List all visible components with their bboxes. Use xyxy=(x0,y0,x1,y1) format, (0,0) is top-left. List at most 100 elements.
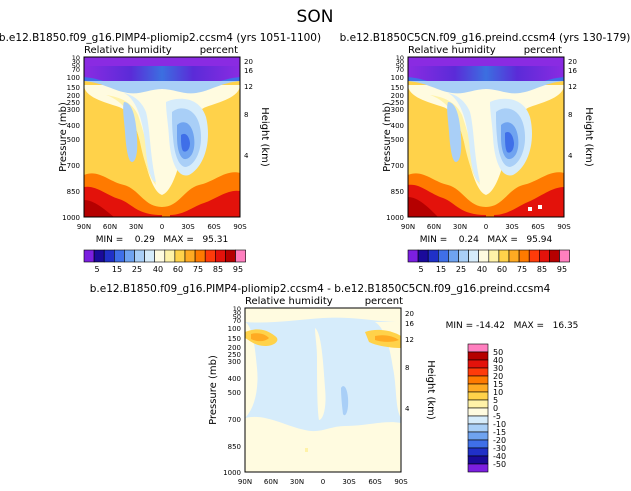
colorbar-swatch xyxy=(215,249,226,263)
y-tick-label: 1000 xyxy=(386,214,404,222)
colorbar-label: 25 xyxy=(456,265,466,274)
y-tick-label: 10 xyxy=(233,305,241,313)
panel-1: b.e12.B1850.f09_g16.PIMP4-pliomip2.ccsm4… xyxy=(0,32,321,245)
y-tick-label: 250 xyxy=(67,99,80,107)
stats-label: MIN = -14.42 MAX = 16.35 xyxy=(446,321,579,331)
colorbar-swatch xyxy=(235,249,246,263)
y-tick-label: 70 xyxy=(72,66,80,74)
colorbar-label: 5 xyxy=(94,265,99,274)
colorbar-swatch xyxy=(448,249,459,263)
panel-title: b.e12.B1850.f09_g16.PIMP4-pliomip2.ccsm4… xyxy=(0,32,321,44)
y-tick-label: 300 xyxy=(67,106,80,114)
colorbar-label: 10 xyxy=(493,388,503,397)
x-tick-label: 90N xyxy=(77,223,91,231)
colorbar-label: 85 xyxy=(537,265,547,274)
colorbar-label: 60 xyxy=(497,265,507,274)
y-tick-label: 70 xyxy=(396,66,404,74)
y-axis-left: 10 30 50 70 100 150 200 250 300 400 500 … xyxy=(62,54,80,222)
colorbar-swatch xyxy=(467,359,489,369)
colorbar-label: 15 xyxy=(493,380,503,389)
colorbar-label: 95 xyxy=(557,265,567,274)
colorbar-swatch xyxy=(467,439,489,449)
colorbar-swatch xyxy=(549,249,560,263)
colorbar-swatch xyxy=(467,375,489,385)
plot-frame xyxy=(83,56,241,218)
colorbar-label: 5 xyxy=(418,265,423,274)
colorbar-label: 40 xyxy=(493,356,503,365)
stats-label: MIN = 0.29 MAX = 95.31 xyxy=(96,235,228,245)
colorbar-label: -40 xyxy=(493,452,506,461)
colorbar-top-labels: 5 15 25 40 60 75 85 95 xyxy=(94,265,243,274)
x-tick-label: 60N xyxy=(264,478,278,486)
y-tick-label: 700 xyxy=(67,162,80,170)
y-tick-label: 500 xyxy=(228,389,241,397)
y-tick-label: 150 xyxy=(67,84,80,92)
colorbar-swatch xyxy=(467,399,489,409)
colorbar-swatch xyxy=(124,249,135,263)
colorbar-swatch xyxy=(467,343,489,353)
plot-area xyxy=(84,57,240,217)
panel-title: b.e12.B1850.f09_g16.PIMP4-pliomip2.ccsm4… xyxy=(90,283,551,295)
colorbar-swatch xyxy=(467,367,489,377)
height-tick-label: 12 xyxy=(244,83,253,91)
colorbar-swatch xyxy=(467,423,489,433)
y-tick-label: 50 xyxy=(233,313,241,321)
y-tick-label: 1000 xyxy=(62,214,80,222)
colorbar-label: 20 xyxy=(493,372,503,381)
colorbar-swatch xyxy=(478,249,490,263)
y-axis-title: Pressure (mb) xyxy=(208,355,219,425)
colorbar-swatch xyxy=(134,249,145,263)
colorbar-swatch xyxy=(468,249,480,263)
colorbar-swatch xyxy=(103,249,115,263)
x-axis: 90N 60N 30N 0 30S 60S 90S xyxy=(77,223,247,231)
colorbar-label: 95 xyxy=(233,265,243,274)
height-axis-right: 4 8 12 16 20 xyxy=(244,58,253,160)
y-tick-label: 30 xyxy=(72,58,80,66)
colorbar-label: 0 xyxy=(493,404,498,413)
height-axis-title: Height (km) xyxy=(259,107,270,167)
colorbar-swatch xyxy=(458,249,469,263)
plot-area xyxy=(245,308,401,472)
colorbar-swatch xyxy=(164,249,176,263)
y-tick-label: 400 xyxy=(228,375,241,383)
plot-frame xyxy=(407,56,565,218)
colorbar-swatch xyxy=(467,455,489,465)
colorbar-swatch xyxy=(467,415,489,425)
colorbar-label: -15 xyxy=(493,428,506,437)
y-tick-label: 850 xyxy=(228,443,241,451)
y-tick-label: 10 xyxy=(72,54,80,62)
colorbar-label: 60 xyxy=(173,265,183,274)
colorbar-label: -20 xyxy=(493,436,506,445)
colorbar-label: 75 xyxy=(193,265,203,274)
y-tick-label: 850 xyxy=(391,188,404,196)
colorbar-top-right xyxy=(407,249,570,263)
y-tick-label: 200 xyxy=(67,92,80,100)
x-tick-label: 60S xyxy=(368,478,382,486)
x-tick-label: 60N xyxy=(427,223,441,231)
x-tick-label: 90S xyxy=(557,223,571,231)
y-tick-label: 500 xyxy=(67,136,80,144)
panel-right-label: percent xyxy=(524,45,562,56)
x-tick-label: 60S xyxy=(207,223,221,231)
y-tick-label: 250 xyxy=(391,99,404,107)
colorbar-swatch xyxy=(144,249,156,263)
height-tick-label: 8 xyxy=(568,111,572,119)
colorbar-label: 40 xyxy=(477,265,487,274)
colorbar-label: 40 xyxy=(153,265,163,274)
colorbar-label: 75 xyxy=(517,265,527,274)
colorbar-diff-labels: 50 40 30 20 15 10 5 0 -5 -10 -15 -20 -30… xyxy=(493,348,506,469)
colorbar-swatch xyxy=(184,249,196,263)
y-axis-title: Pressure (mb) xyxy=(58,102,69,172)
colorbar-top xyxy=(83,249,246,263)
colorbar-label: -50 xyxy=(493,460,506,469)
panel-2: b.e12.B1850C5CN.f09_g16.preind.ccsm4 (yr… xyxy=(340,32,631,245)
x-tick-label: 60N xyxy=(103,223,117,231)
colorbar-label: -5 xyxy=(493,412,501,421)
colorbar-label: 30 xyxy=(493,364,503,373)
height-axis-right: 4 8 12 16 20 xyxy=(568,58,577,160)
colorbar-swatch xyxy=(417,249,429,263)
colorbar-label: 15 xyxy=(436,265,446,274)
colorbar-diff xyxy=(467,343,489,473)
x-tick-label: 0 xyxy=(160,223,164,231)
